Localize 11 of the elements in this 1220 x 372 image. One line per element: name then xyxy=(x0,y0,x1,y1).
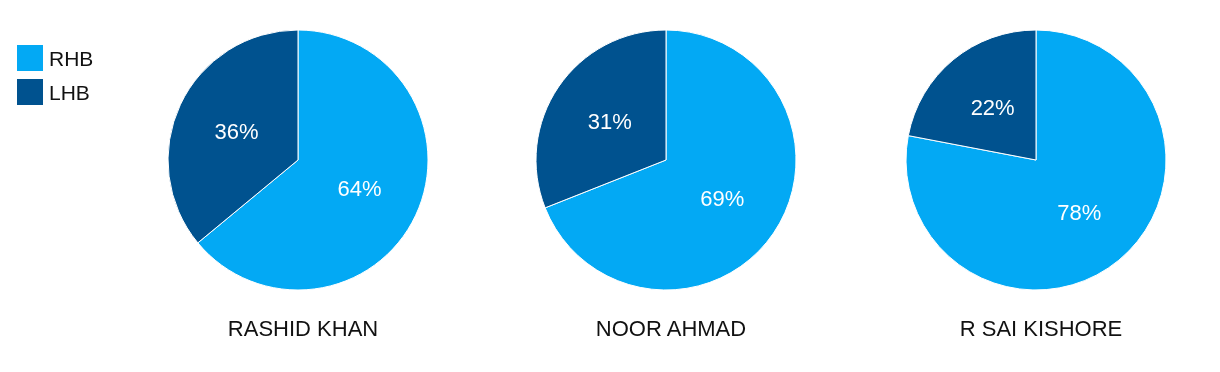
data-label: 36% xyxy=(214,118,259,144)
legend-label: LHB xyxy=(49,80,90,104)
legend-label: RHB xyxy=(49,46,94,70)
text: NOOR AHMAD xyxy=(595,315,747,341)
data-label: 78% xyxy=(1057,199,1102,225)
data-label: 22% xyxy=(970,95,1015,121)
data-label: 31% xyxy=(587,109,632,135)
data-label: 64% xyxy=(337,176,382,202)
text: RASHID KHAN xyxy=(227,315,379,341)
data-label: 69% xyxy=(700,185,745,211)
text: R SAI KISHORE xyxy=(959,315,1123,341)
